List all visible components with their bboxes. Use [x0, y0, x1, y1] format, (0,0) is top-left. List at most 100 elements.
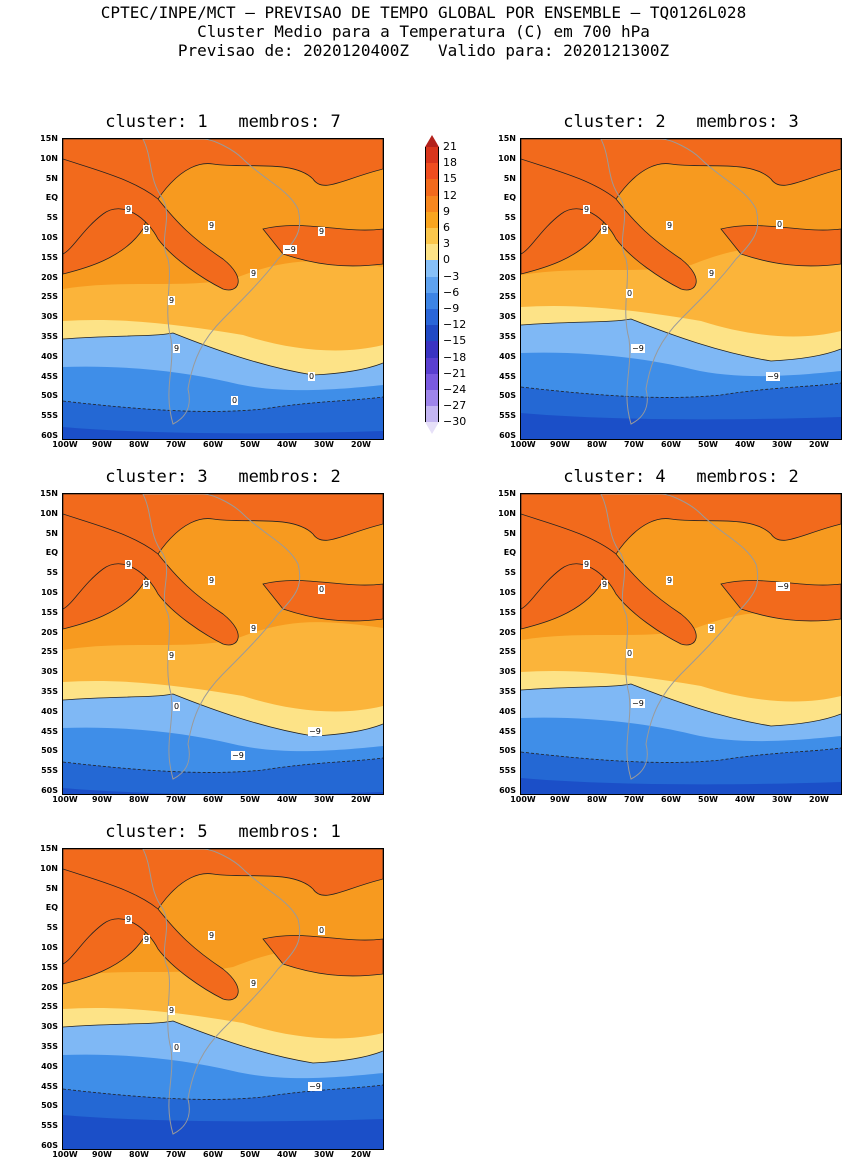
colorbar-cell: [425, 373, 439, 390]
lat-tick-label: 15S: [41, 962, 58, 972]
warm-region: [63, 158, 239, 291]
lat-tick-label: 35S: [499, 332, 516, 341]
warm-region: [262, 225, 383, 267]
lat-tick-label: 60S: [41, 786, 58, 795]
lat-tick-label: 50S: [499, 391, 516, 401]
lat-tick-label: 25S: [41, 1002, 58, 1012]
contour-label: 9: [208, 576, 216, 585]
map-panel-2: 9 9 9 9 0 0 −9 −9: [520, 138, 842, 440]
lat-tick-label: 10S: [41, 943, 58, 952]
contour-label: 9: [168, 296, 176, 305]
warm-region: [262, 935, 383, 977]
lon-tick-label: 50W: [240, 795, 260, 804]
colorbar-cell: [425, 195, 439, 212]
lat-tick-label: 40S: [499, 706, 516, 716]
temperature-band: [63, 1115, 383, 1149]
lat-tick-label: 15N: [498, 134, 516, 143]
lon-tick-label: 50W: [698, 440, 718, 449]
lat-tick-label: 35S: [41, 687, 58, 696]
lat-tick-label: 15S: [41, 252, 58, 262]
continent-outline: [142, 494, 301, 780]
lon-tick-label: 90W: [550, 440, 570, 449]
lon-tick-label: 100W: [510, 795, 536, 804]
contour-label: 9: [143, 935, 151, 944]
map-field-4: [521, 494, 841, 794]
lat-tick-label: 15S: [41, 607, 58, 617]
lon-tick-label: 30W: [314, 440, 334, 449]
header-line-1: CPTEC/INPE/MCT – PREVISAO DE TEMPO GLOBA…: [100, 3, 747, 22]
lat-tick-label: 30S: [41, 312, 58, 322]
temperature-band: [63, 397, 383, 439]
warm-region: [521, 158, 697, 291]
lat-tick-label: 10N: [40, 508, 58, 518]
contour-label: 9: [583, 205, 591, 214]
contour-label: 9: [208, 931, 216, 940]
lat-tick-label: 5S: [46, 213, 58, 223]
lon-tick-label: 90W: [92, 795, 112, 804]
colorbar-cell: [425, 260, 439, 277]
lat-tick-label: 55S: [41, 1121, 58, 1131]
lon-tick-label: 80W: [587, 440, 607, 449]
lon-tick-label: 20W: [809, 440, 829, 449]
lat-tick-label: 5S: [46, 568, 58, 578]
contour-label: 9: [208, 221, 216, 230]
lat-tick-label: EQ: [503, 548, 516, 558]
lon-tick-label: 20W: [809, 795, 829, 804]
lat-tick-label: 50S: [41, 746, 58, 756]
lon-tick-label: 80W: [587, 795, 607, 804]
contour-label: 9: [250, 269, 258, 278]
lon-tick-label: 20W: [351, 440, 371, 449]
lat-tick-label: 15N: [40, 489, 58, 498]
contour-label: 9: [666, 221, 674, 230]
lon-tick-label: 100W: [52, 1150, 78, 1159]
lon-tick-label: 20W: [351, 1150, 371, 1159]
lon-tick-label: 100W: [510, 440, 536, 449]
lat-tick-label: 5S: [504, 213, 516, 223]
colorbar-cell: [425, 292, 439, 309]
lat-tick-label: 5N: [45, 173, 58, 183]
lat-tick-label: 5N: [503, 173, 516, 183]
warm-region: [63, 849, 383, 985]
contour-label: −9: [631, 699, 645, 708]
lat-tick-label: 45S: [41, 1081, 58, 1091]
lat-tick-label: 10S: [41, 588, 58, 597]
lat-tick-label: EQ: [503, 193, 516, 203]
continent-outline: [600, 139, 759, 425]
contour-label: 9: [125, 915, 133, 924]
lat-tick-label: 35S: [41, 332, 58, 341]
warm-region: [63, 868, 239, 1001]
lat-tick-label: 40S: [499, 351, 516, 361]
contour-label: 0: [776, 220, 784, 229]
colorbar-cell: [425, 341, 439, 358]
lat-tick-label: 5N: [503, 528, 516, 538]
lat-tick-label: 30S: [499, 312, 516, 322]
lat-tick-label: 15S: [499, 607, 516, 617]
map-field-2: [521, 139, 841, 439]
contour-label: 9: [708, 624, 716, 633]
lat-tick-label: 5S: [504, 568, 516, 578]
lat-tick-label: 35S: [499, 687, 516, 696]
lat-tick-label: 25S: [499, 292, 516, 302]
lon-tick-label: 80W: [129, 440, 149, 449]
lon-tick-label: 90W: [92, 440, 112, 449]
lat-tick-label: 60S: [499, 786, 516, 795]
lat-tick-label: 20S: [41, 627, 58, 637]
header-line-2: Cluster Medio para a Temperatura (C) em …: [197, 22, 650, 41]
colorbar-level-label: −9: [443, 302, 460, 315]
warm-region: [720, 225, 841, 267]
panel-1-title: cluster: 1 membros: 7: [105, 112, 341, 132]
lat-tick-label: 55S: [499, 411, 516, 421]
colorbar-cell: [425, 147, 439, 164]
warm-region: [63, 139, 383, 275]
contour-label: 9: [125, 560, 133, 569]
colorbar-level-label: −18: [443, 350, 467, 364]
colorbar-cell: [425, 390, 439, 407]
contour-label: 9: [708, 269, 716, 278]
contour-label: 9: [168, 1006, 176, 1015]
colorbar-level-label: 3: [443, 237, 450, 251]
lat-tick-label: 5S: [46, 923, 58, 933]
lat-tick-label: 15N: [498, 489, 516, 498]
contour-label: 0: [318, 585, 326, 594]
contour-label: −9: [776, 582, 790, 591]
contour-minus-nine: [63, 757, 383, 773]
